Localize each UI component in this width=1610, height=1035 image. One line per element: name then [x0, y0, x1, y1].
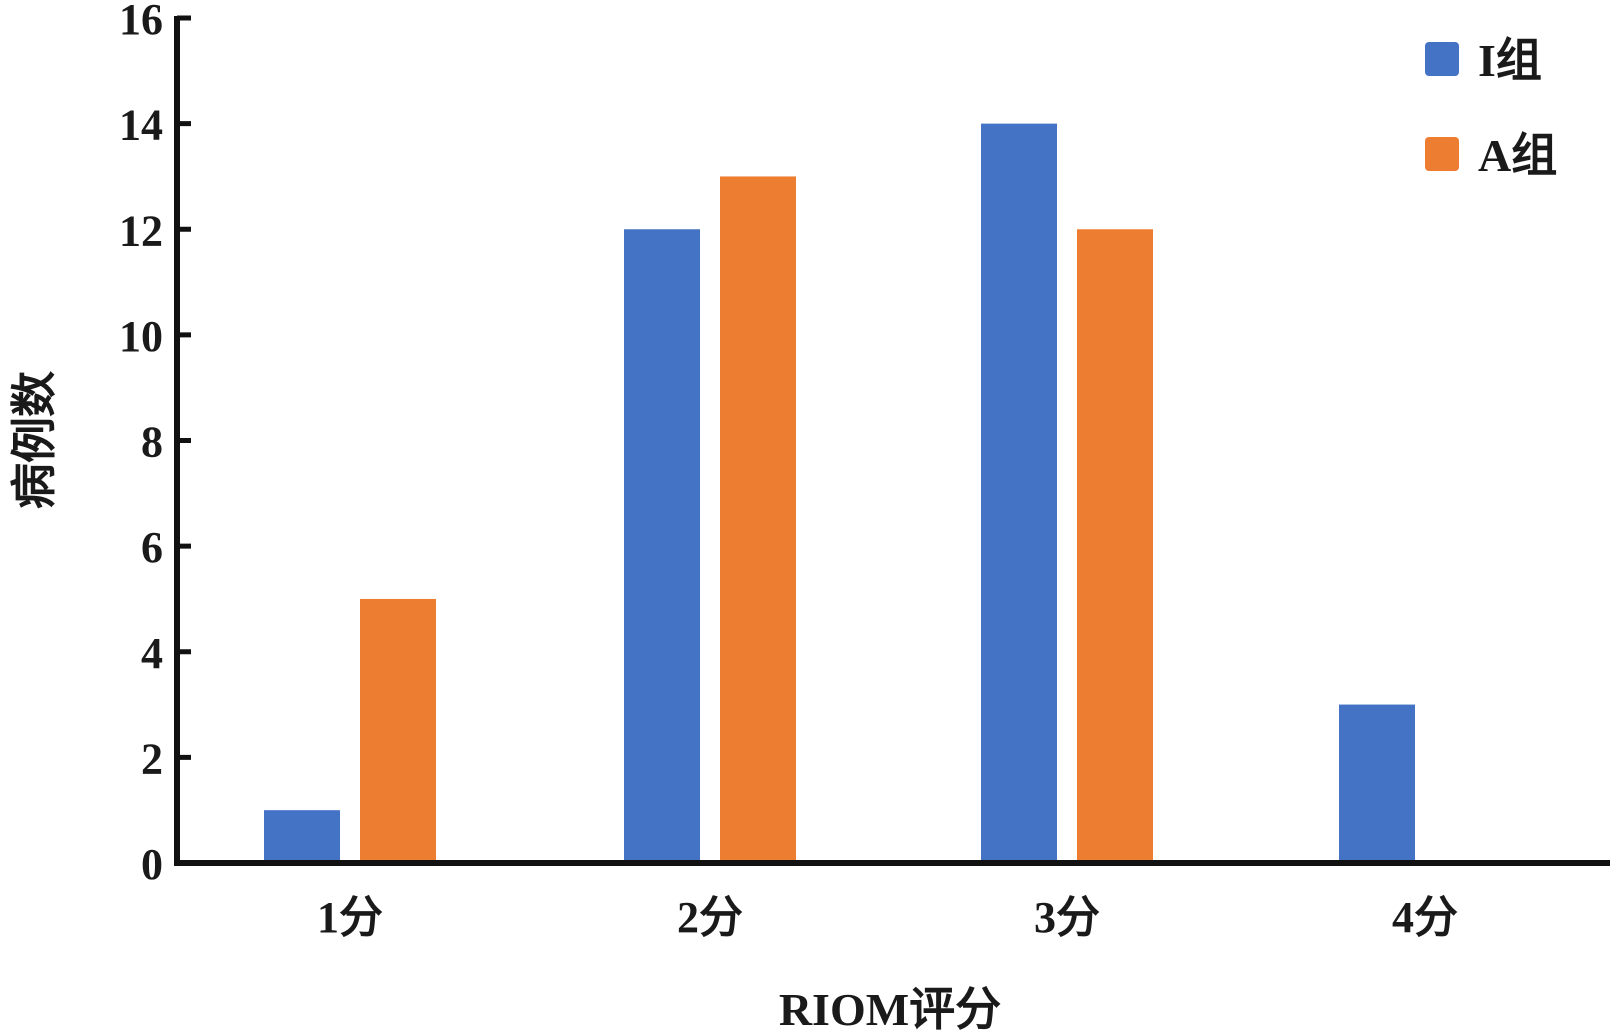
y-axis-title: 病例数 — [9, 371, 60, 509]
y-tick-label: 12 — [119, 206, 163, 255]
bar-a-2 — [720, 176, 796, 863]
y-tick-label: 2 — [141, 734, 163, 783]
legend-label-a: A组 — [1478, 130, 1557, 181]
y-tick-label: 14 — [119, 101, 163, 150]
x-tick-label: 2分 — [677, 893, 743, 942]
bar-i-4 — [1339, 704, 1415, 863]
bars-group — [264, 123, 1415, 863]
x-tick-label: 1分 — [317, 893, 383, 942]
bar-a-1 — [360, 598, 436, 863]
y-ticks-group: 0 2 4 6 8 10 12 14 16 — [119, 0, 191, 889]
legend: I组 A组 — [1425, 35, 1557, 181]
y-tick-label: 10 — [119, 312, 163, 361]
y-tick-label: 4 — [141, 629, 163, 678]
bar-a-3 — [1077, 229, 1153, 863]
x-tick-label: 4分 — [1392, 893, 1458, 942]
bar-i-2 — [624, 229, 700, 863]
x-axis-title: RIOM评分 — [779, 984, 1001, 1035]
y-tick-label: 0 — [141, 840, 163, 889]
legend-swatch-i — [1425, 42, 1459, 76]
bar-i-3 — [981, 123, 1057, 863]
y-tick-label: 6 — [141, 523, 163, 572]
y-tick-label: 8 — [141, 418, 163, 467]
x-tick-label: 3分 — [1034, 893, 1100, 942]
x-ticks-group: 1分 2分 3分 4分 — [317, 893, 1458, 942]
legend-swatch-a — [1425, 137, 1459, 171]
y-tick-label: 16 — [119, 0, 163, 44]
legend-label-i: I组 — [1478, 35, 1542, 86]
bar-i-1 — [264, 810, 340, 863]
